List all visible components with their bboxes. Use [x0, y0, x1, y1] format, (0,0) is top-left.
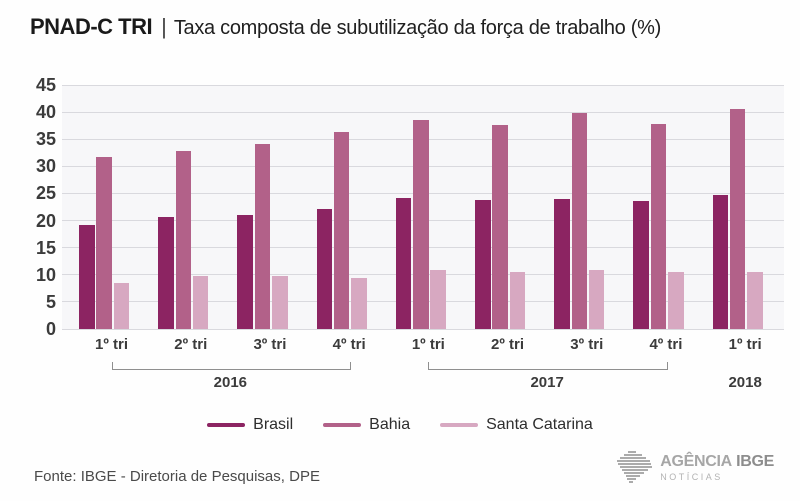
y-axis-tick-label: 30 — [35, 156, 56, 177]
bar-santa-catarina-3 — [351, 278, 367, 329]
bar-brasil-0 — [79, 224, 95, 329]
legend-swatch-icon — [440, 423, 479, 427]
bar-bahia-6 — [571, 112, 587, 329]
bar-bahia-5 — [492, 124, 508, 329]
legend-item-bahia: Bahia — [323, 416, 410, 434]
x-axis-tick-label: 3º tri — [253, 336, 287, 353]
bar-bahia-2 — [254, 144, 271, 329]
x-axis-tick-label: 1º tri — [728, 336, 762, 353]
year-label-2017: 2017 — [530, 374, 564, 391]
bar-santa-catarina-7 — [668, 271, 684, 329]
agencia-ibge-noticias-logo: AGÊNCIA IBGE NOTÍCIAS — [615, 450, 774, 486]
bar-bahia-4 — [413, 119, 429, 329]
y-axis-tick-label: 0 — [45, 319, 56, 339]
bar-santa-catarina-1 — [192, 275, 209, 329]
bar-santa-catarina-5 — [509, 271, 526, 329]
legend-label: Bahia — [369, 416, 411, 433]
y-axis-tick-label: 5 — [45, 291, 56, 312]
gridline-0 — [62, 328, 784, 330]
bar-brasil-3 — [316, 208, 333, 329]
bar-santa-catarina-8 — [747, 272, 763, 329]
logo-agencia-label: AGÊNCIA — [660, 453, 732, 470]
y-axis-tick-label: 40 — [35, 102, 56, 123]
bar-santa-catarina-6 — [588, 269, 605, 329]
year-bracket-2016 — [111, 362, 352, 370]
bar-brasil-6 — [554, 199, 570, 329]
x-axis-tick-label: 1º tri — [95, 336, 129, 353]
bar-brasil-5 — [475, 199, 491, 329]
source-note: Fonte: IBGE - Diretoria de Pesquisas, DP… — [34, 468, 320, 485]
title-survey-name: PNAD-C TRI — [30, 14, 153, 39]
x-axis-tick-label: 1º tri — [411, 336, 445, 353]
bar-santa-catarina-0 — [113, 282, 130, 329]
title-description: Taxa composta de subutilização da força … — [173, 17, 661, 39]
x-axis-tick-label: 4º tri — [649, 336, 683, 353]
legend-item-brasil: Brasil — [207, 416, 293, 434]
legend-swatch-icon — [323, 423, 362, 427]
y-axis-tick-label: 10 — [35, 264, 56, 285]
x-axis-tick-label: 4º tri — [332, 336, 366, 353]
y-axis-tick-label: 20 — [35, 210, 56, 231]
gridline-40 — [62, 111, 784, 113]
x-axis-tick-label: 2º tri — [491, 336, 525, 353]
logo-text: AGÊNCIA IBGE NOTÍCIAS — [660, 454, 774, 482]
brazil-map-icon — [617, 451, 653, 483]
y-axis-tick-label: 45 — [35, 75, 56, 95]
bar-brasil-7 — [633, 201, 649, 329]
y-axis-tick-label: 35 — [35, 129, 56, 150]
bar-brasil-8 — [712, 195, 729, 329]
y-axis-tick-label: 25 — [35, 183, 56, 204]
legend-label: Santa Catarina — [486, 416, 593, 433]
bar-brasil-2 — [237, 214, 253, 329]
x-axis-tick-label: 3º tri — [570, 336, 604, 353]
legend-swatch-icon — [207, 423, 246, 427]
bar-bahia-3 — [333, 132, 350, 329]
bar-brasil-1 — [158, 216, 174, 329]
bar-bahia-8 — [729, 108, 746, 329]
title-separator: | — [161, 14, 167, 39]
bar-santa-catarina-4 — [430, 269, 446, 329]
bar-bahia-0 — [96, 157, 112, 329]
year-label-2016: 2016 — [213, 374, 248, 391]
year-label-2018: 2018 — [728, 374, 762, 391]
y-axis-tick-label: 15 — [35, 237, 56, 258]
legend-item-santa-catarina: Santa Catarina — [440, 416, 593, 434]
x-axis-tick-label: 2º tri — [174, 336, 208, 353]
bar-chart-plot-area — [62, 84, 784, 330]
gridline-45 — [62, 84, 784, 86]
year-bracket-2017 — [428, 362, 668, 370]
logo-ibge-label: IBGE — [736, 453, 774, 470]
legend-label: Brasil — [253, 416, 294, 433]
bar-brasil-4 — [395, 198, 412, 329]
bar-bahia-1 — [175, 150, 191, 329]
bar-santa-catarina-2 — [272, 275, 288, 329]
chart-legend: Brasil Bahia Santa Catarina — [0, 416, 800, 434]
bar-bahia-7 — [650, 124, 667, 329]
page-title: PNAD-C TRI | Taxa composta de subutilizaçã… — [30, 14, 661, 40]
logo-noticias-label: NOTÍCIAS — [660, 472, 723, 482]
